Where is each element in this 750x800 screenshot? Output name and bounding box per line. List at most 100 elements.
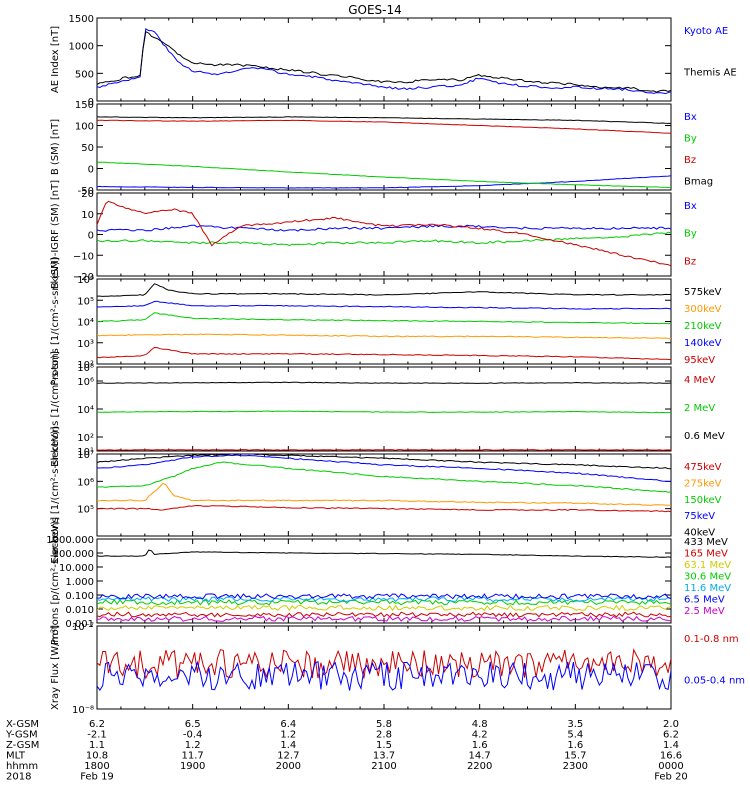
ephemeris-table: X-GSMY-GSMZ-GSMMLThhmm20186.2-2.11.110.8… <box>5 719 688 783</box>
series-line-by <box>97 231 671 247</box>
y-axis-label: AE Index [nT] <box>50 26 61 93</box>
legend-label: 4 MeV <box>684 375 715 386</box>
y-tick-label: −20 <box>73 272 94 283</box>
panel-bsm: -50 0 50 100 150 B (SM) [nT] Bx By Bz Bmag <box>50 100 713 197</box>
ephemeris-value: 16.6 <box>660 751 682 762</box>
y-tick-label: 10¹ <box>77 447 94 458</box>
y-tick-label: 500 <box>75 69 94 80</box>
series-line-by <box>97 161 671 189</box>
series-line-bmag <box>97 116 671 124</box>
series-line-75kev <box>97 454 671 482</box>
panel-frame <box>96 625 672 710</box>
legend-label: 433 MeV <box>684 537 728 548</box>
series-line-433-mev <box>97 549 671 558</box>
y-tick-label: 10⁸ <box>77 363 94 374</box>
ephemeris-value: 12.7 <box>277 751 299 762</box>
ephemeris-value: 2200 <box>467 761 492 772</box>
y-axis-label: B (SM) [nT] <box>50 119 61 175</box>
plot-area <box>97 116 671 189</box>
series-line-bz <box>97 200 671 267</box>
legend-label: 11.6 MeV <box>684 583 731 594</box>
series-line-300kev <box>97 333 671 340</box>
y-tick-label: 10⁴ <box>77 318 94 329</box>
panel-frame <box>96 366 672 452</box>
ephemeris-value: 2100 <box>371 761 396 772</box>
y-tick-label: 10⁻⁸ <box>72 705 94 716</box>
y-tick-label: 10⁶ <box>77 275 94 286</box>
ephemeris-row-label: Y-GSM <box>5 730 38 741</box>
series-line-2-mev <box>97 410 671 414</box>
ephemeris-value: 2000 <box>276 761 301 772</box>
legend-label: 140keV <box>684 338 722 349</box>
ephemeris-value: 13.7 <box>373 751 395 762</box>
panel-frame <box>96 453 672 537</box>
ephemeris-value: 1.5 <box>376 740 392 751</box>
plot-area <box>97 549 671 622</box>
series-line-165-mev <box>97 611 671 618</box>
y-tick-label: −10 <box>73 251 94 262</box>
ephemeris-value: 6.2 <box>663 730 679 741</box>
series-line-0-6-mev <box>97 381 671 384</box>
legend-label: 0.6 MeV <box>684 431 725 442</box>
legend-label: 475keV <box>684 462 722 473</box>
legend-label: 275keV <box>684 478 722 489</box>
y-tick-label: 10⁶ <box>77 377 94 388</box>
panel-bigrf: −20 −10 0 10 20 B (SM)-IGRF (SM) [nT] Bx By Bz <box>50 180 697 289</box>
legend-label: Bmag <box>684 177 713 188</box>
ephemeris-value: 10.8 <box>86 751 108 762</box>
ephemeris-row-label: hhmm <box>6 761 38 772</box>
legend-label: Bz <box>684 155 696 166</box>
ephemeris-value: 1.6 <box>567 740 583 751</box>
y-tick-label: 0 <box>88 231 94 242</box>
y-tick-label: -50 <box>78 186 94 197</box>
y-tick-label: 1000.000 <box>46 535 94 546</box>
y-tick-label: 0 <box>88 165 94 176</box>
ephemeris-row-label: 2018 <box>6 772 31 783</box>
plot-area <box>97 648 671 691</box>
ephemeris-value: 2.0 <box>663 719 679 730</box>
y-tick-label: 10 <box>81 210 94 221</box>
y-tick-label: 0 <box>88 97 94 108</box>
y-tick-label: 100 <box>75 122 94 133</box>
series-line-bx <box>97 224 671 232</box>
panel-protons2: 0.001 0.010 0.100 1.000 10.000 100.000 1000.00… <box>46 517 731 645</box>
y-axis-label: Electrons [1/(cm²-s-sr-keV)] <box>50 426 61 563</box>
series-line-4-mev <box>97 449 671 451</box>
panel-electrons1: 10¹ 10² 10⁴ 10⁶ 10⁸ Electrons [1/(cm²-s-sr)] 4… <box>50 351 725 467</box>
ephemeris-value: 1900 <box>180 761 205 772</box>
ephemeris-value: 11.7 <box>182 751 204 762</box>
ephemeris-value: 4.2 <box>472 730 488 741</box>
panel-protons1: 10² 10³ 10⁴ 10⁵ 10⁶ Protons [1/(cm²-s-sr-keV)… <box>50 257 722 385</box>
series-line-2-5-mev <box>97 615 671 622</box>
legend-label: 575keV <box>684 287 722 298</box>
ephemeris-value: 4.8 <box>472 719 488 730</box>
ephemeris-row-label: X-GSM <box>6 719 39 730</box>
plot-area <box>97 283 671 361</box>
ephemeris-value: 0000 <box>658 761 683 772</box>
ephemeris-value: 14.7 <box>469 751 491 762</box>
y-tick-label: 20 <box>81 189 94 200</box>
series-line-63-1-mev <box>97 604 671 612</box>
ephemeris-row-label: MLT <box>6 751 26 762</box>
y-tick-label: 10.000 <box>59 563 94 574</box>
y-axis-label: Protons [1/(cm²-s-sr-keV)] <box>50 257 61 385</box>
series-line-475kev <box>97 504 671 513</box>
ephemeris-value: 6.4 <box>280 719 296 730</box>
y-tick-label: 10² <box>77 360 94 371</box>
ephemeris-value: Feb 20 <box>654 772 688 783</box>
series-line-bz <box>97 119 671 134</box>
ephemeris-value: Feb 19 <box>80 772 114 783</box>
y-tick-label: 1000 <box>69 42 94 53</box>
panel-electrons2: 10⁵ 10⁶ 10⁷ Electrons [1/(cm²-s-sr-keV)] 475… <box>50 426 722 563</box>
plot-area <box>97 381 671 451</box>
plot-area <box>97 454 671 513</box>
series-line-11-6-mev <box>97 596 671 603</box>
ephemeris-value: -0.4 <box>183 730 203 741</box>
series-line-0-1-0-8-nm <box>97 648 671 680</box>
plot-area <box>97 200 671 267</box>
y-tick-label: 10⁵ <box>77 505 94 516</box>
series-line-140kev <box>97 300 671 310</box>
series-line-30-6-mev <box>97 599 671 606</box>
ephemeris-value: -2.1 <box>87 730 107 741</box>
ephemeris-value: 1.2 <box>185 740 201 751</box>
